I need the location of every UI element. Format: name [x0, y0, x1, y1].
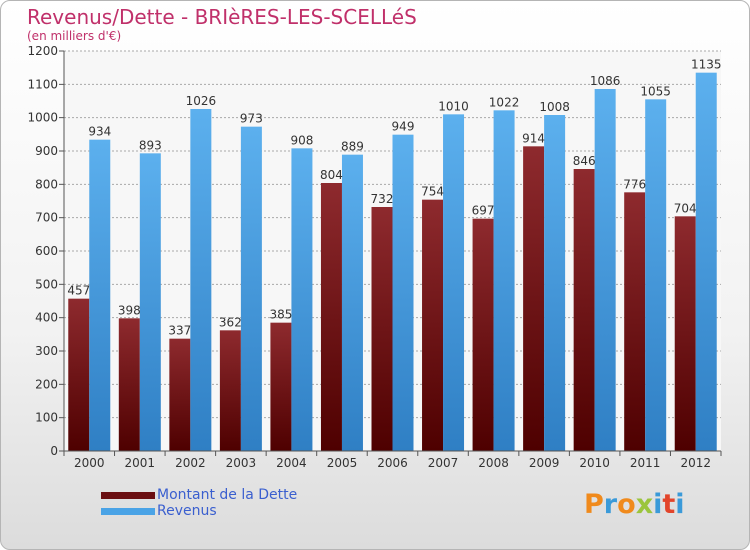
bar-dette [523, 146, 545, 452]
x-tick-label: 2001 [125, 456, 156, 470]
bar-revenus [190, 109, 212, 451]
x-tick-label: 2008 [478, 456, 509, 470]
x-tick-label: 2003 [226, 456, 257, 470]
bar-dette [68, 298, 90, 451]
y-tick-label: 1200 [27, 44, 58, 58]
y-tick-label: 600 [35, 244, 58, 258]
data-label-dette: 732 [371, 192, 394, 206]
y-tick-label: 500 [35, 277, 58, 291]
legend: Montant de la Dette Revenus [101, 487, 297, 519]
logo-letter: x [635, 489, 654, 520]
data-label-dette: 914 [522, 131, 545, 145]
x-tick-label: 2009 [529, 456, 560, 470]
data-label-dette: 846 [573, 154, 596, 168]
bar-dette [624, 192, 646, 452]
data-label-dette: 754 [421, 185, 444, 199]
x-tick-label: 2005 [327, 456, 358, 470]
y-tick-label: 800 [35, 177, 58, 191]
x-tick-label: 2012 [680, 456, 711, 470]
bar-dette [371, 207, 393, 451]
legend-label-revenus: Revenus [157, 503, 217, 519]
y-tick-label: 0 [50, 444, 58, 458]
data-label-dette: 457 [67, 284, 90, 298]
data-label-dette: 385 [269, 308, 292, 322]
y-tick-label: 300 [35, 344, 58, 358]
bar-dette [472, 218, 494, 451]
y-tick-label: 400 [35, 311, 58, 325]
bar-dette [219, 330, 241, 451]
logo-letter: o [617, 489, 636, 520]
bar-revenus [493, 110, 515, 451]
data-label-revenus: 1055 [640, 84, 671, 98]
data-label-revenus: 1008 [539, 100, 570, 114]
logo-letter: i [675, 489, 685, 520]
data-label-revenus: 889 [341, 140, 364, 154]
data-label-revenus: 973 [240, 112, 263, 126]
data-label-revenus: 1086 [590, 74, 621, 88]
y-tick-label: 900 [35, 144, 58, 158]
x-tick-label: 2011 [630, 456, 661, 470]
bar-revenus [139, 153, 161, 452]
bar-dette [270, 322, 292, 451]
data-label-revenus: 934 [88, 125, 111, 139]
bar-revenus [240, 126, 262, 452]
x-tick-label: 2004 [276, 456, 307, 470]
bar-dette [169, 338, 191, 451]
data-label-dette: 362 [219, 315, 242, 329]
bar-revenus [291, 148, 313, 452]
data-label-revenus: 893 [139, 138, 162, 152]
bar-dette [674, 216, 696, 451]
x-tick-label: 2010 [579, 456, 610, 470]
data-label-revenus: 1026 [186, 94, 217, 108]
bar-revenus [544, 115, 566, 451]
bar-revenus [695, 72, 717, 452]
bar-revenus [443, 114, 465, 451]
legend-item-dette: Montant de la Dette [101, 487, 297, 503]
logo-letter: t [662, 489, 676, 520]
data-label-dette: 804 [320, 168, 343, 182]
legend-item-revenus: Revenus [101, 503, 297, 519]
logo-letter: P [584, 489, 604, 520]
data-label-dette: 337 [168, 324, 191, 338]
bar-dette [118, 318, 140, 451]
legend-swatch-dette [101, 491, 155, 499]
x-tick-label: 2002 [175, 456, 206, 470]
logo-letter: i [653, 489, 663, 520]
x-tick-label: 2007 [428, 456, 459, 470]
bar-revenus [594, 89, 616, 451]
chart-title: Revenus/Dette - BRIèRES-LES-SCELLéS [27, 5, 417, 29]
data-label-dette: 398 [118, 303, 141, 317]
x-tick-label: 2000 [74, 456, 105, 470]
data-label-revenus: 1010 [438, 99, 469, 113]
y-tick-label: 1100 [27, 77, 58, 91]
bar-dette [573, 169, 595, 451]
y-tick-label: 700 [35, 211, 58, 225]
data-label-dette: 704 [674, 201, 697, 215]
legend-label-dette: Montant de la Dette [157, 487, 298, 503]
data-label-dette: 697 [472, 204, 495, 218]
legend-swatch-revenus [101, 507, 155, 515]
data-label-revenus: 1022 [489, 95, 520, 109]
data-label-dette: 776 [623, 177, 646, 191]
logo-letter: r [603, 489, 618, 520]
bar-dette [422, 199, 444, 451]
bar-revenus [645, 99, 667, 451]
bar-dette [320, 183, 342, 451]
bar-revenus [341, 154, 363, 451]
x-tick-label: 2006 [377, 456, 408, 470]
y-tick-label: 1000 [27, 111, 58, 125]
y-tick-label: 200 [35, 377, 58, 391]
y-tick-label: 100 [35, 411, 58, 425]
bar-revenus [392, 134, 414, 451]
proxiti-logo: Proxiti [584, 489, 685, 520]
data-label-revenus: 949 [392, 120, 415, 134]
data-label-revenus: 908 [290, 133, 313, 147]
data-label-revenus: 1135 [691, 58, 722, 72]
bar-revenus [89, 139, 111, 451]
chart-subtitle: (en milliers d'€) [27, 29, 122, 43]
